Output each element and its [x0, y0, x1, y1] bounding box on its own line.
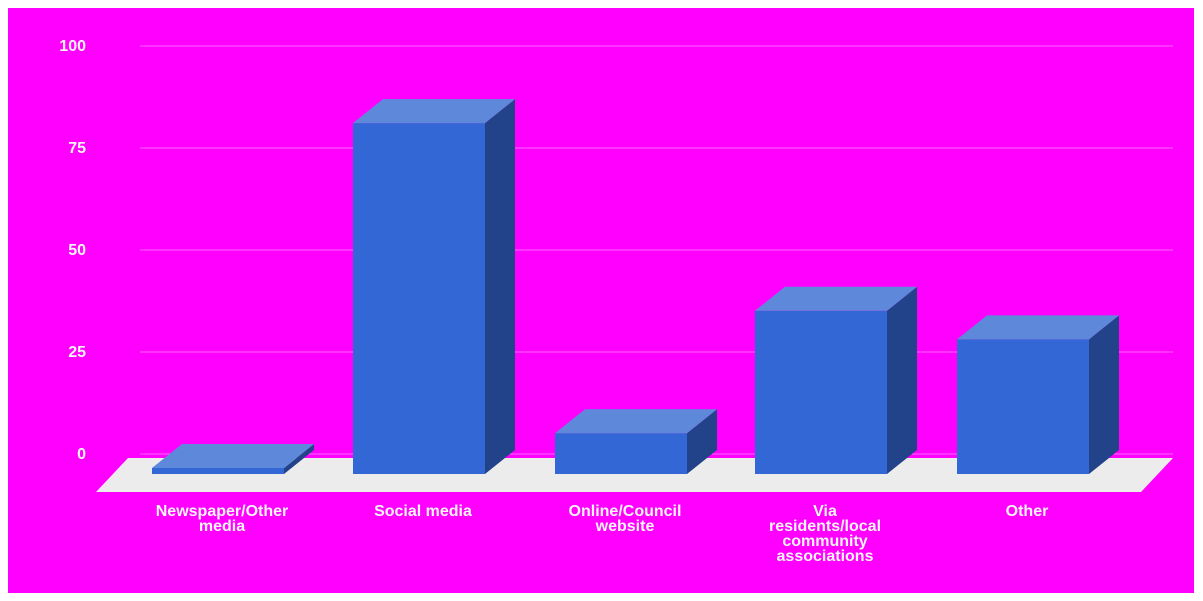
x-category-label-line: Newspaper/Other: [156, 503, 288, 520]
x-category-label-line: Other: [1006, 503, 1049, 520]
x-category-label: Online/Council website: [569, 503, 682, 535]
bar-top: [957, 315, 1119, 340]
x-category-label-line: website: [595, 518, 655, 535]
x-category-label: Via residents/local community associations: [769, 503, 881, 565]
y-tick-label: 25: [68, 344, 86, 361]
x-category-label: Newspaper/Other media: [156, 503, 288, 535]
y-tick-label: 50: [68, 242, 86, 259]
chart-area: 0 25 50 75 100 Newspaper/Other media Social me…: [8, 8, 1194, 593]
x-category-label: Social media: [374, 503, 472, 520]
bar-top: [152, 444, 314, 468]
bar-top: [353, 99, 515, 124]
bar-side: [284, 444, 314, 474]
bar: [555, 409, 717, 474]
x-category-label-line: Online/Council: [569, 503, 682, 520]
y-tick-label: 0: [77, 446, 86, 463]
y-tick-label: 100: [59, 38, 86, 55]
x-category-label-line: community: [782, 533, 867, 550]
bar-top: [555, 409, 717, 434]
bar-front: [152, 468, 284, 474]
y-tick-label: 75: [68, 140, 86, 157]
bar-side: [485, 99, 515, 475]
bar-side: [1089, 315, 1119, 474]
x-category-label-line: media: [199, 518, 245, 535]
bar: [353, 99, 515, 475]
bars: [152, 99, 1119, 475]
bar-top: [755, 286, 917, 311]
bar: [755, 286, 917, 474]
bar-front: [353, 123, 485, 475]
x-category-label-line: Via: [813, 503, 837, 520]
bar-side: [687, 409, 717, 474]
x-category-label-line: residents/local: [769, 518, 881, 535]
bar-front: [555, 433, 687, 474]
x-axis: Newspaper/Other media Social media Online/C…: [156, 503, 1049, 565]
bar: [957, 315, 1119, 474]
bar-front: [957, 339, 1089, 474]
bar: [152, 444, 314, 474]
x-category-label-line: associations: [777, 548, 874, 565]
bar-chart: 0 25 50 75 100 Newspaper/Other media Social me…: [59, 38, 1173, 565]
bar-side: [887, 286, 917, 474]
bar-front: [755, 310, 887, 474]
x-category-label: Other: [1006, 503, 1049, 520]
y-axis: 0 25 50 75 100: [59, 38, 86, 463]
x-category-label-line: Social media: [374, 503, 472, 520]
